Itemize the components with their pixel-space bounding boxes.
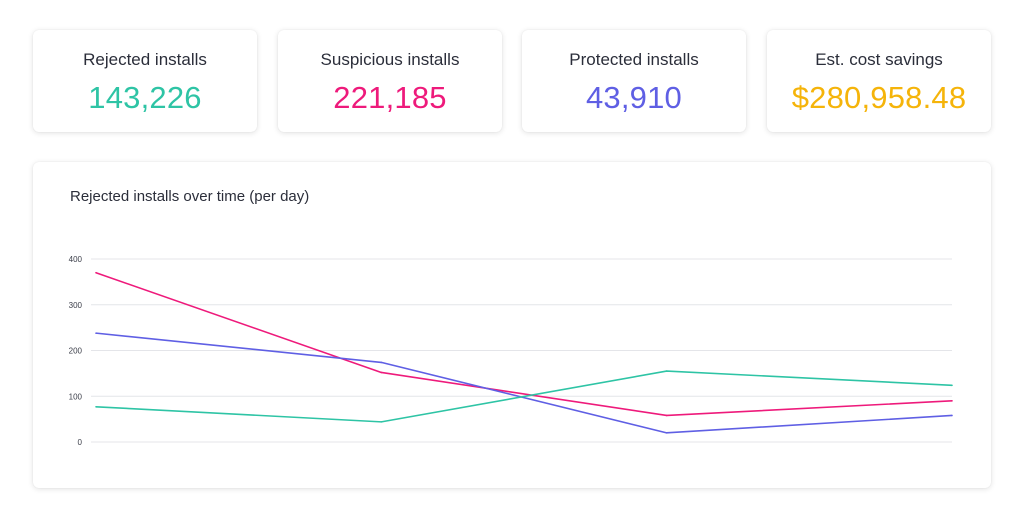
y-tick-label: 300 <box>69 301 83 310</box>
rejected-installs-label: Rejected installs <box>83 50 207 69</box>
y-tick-label: 100 <box>69 392 83 401</box>
data-point <box>95 271 97 274</box>
data-point <box>665 432 668 434</box>
rejected-installs-value: 143,226 <box>88 80 202 115</box>
suspicious-installs-label: Suspicious installs <box>320 50 460 69</box>
protected-installs-value: 43,910 <box>585 80 683 115</box>
y-tick-label: 0 <box>78 438 83 447</box>
series-line-rejected-installs <box>95 370 953 423</box>
rejected-installs-chart-card: Rejected installs over time (per day) 0 1… <box>33 162 991 488</box>
suspicious-installs-value: 221,185 <box>333 80 447 115</box>
line-chart: 0 100 200 300 400 <box>69 255 953 447</box>
data-point <box>380 371 383 374</box>
y-tick-label: 200 <box>69 347 83 356</box>
data-point <box>951 414 953 417</box>
cost-savings-value: $280,958.48 <box>791 80 967 115</box>
data-point <box>95 405 97 408</box>
data-point <box>95 332 97 334</box>
y-tick-label: 400 <box>69 255 83 264</box>
data-point <box>380 361 383 364</box>
rejected-installs-card: Rejected installs 143,226 <box>33 30 257 132</box>
chart-series <box>95 271 953 434</box>
y-axis-ticks: 0 100 200 300 400 <box>69 255 83 447</box>
cost-savings-card: Est. cost savings $280,958.48 <box>767 30 991 132</box>
data-point <box>380 421 383 423</box>
series-line-suspicious-installs <box>95 271 953 417</box>
data-point <box>665 414 668 417</box>
data-point <box>951 384 953 387</box>
chart-title: Rejected installs over time (per day) <box>70 188 310 205</box>
series-line-protected-installs <box>95 332 953 434</box>
cost-savings-label: Est. cost savings <box>815 50 943 69</box>
chart-gridlines <box>91 258 952 443</box>
protected-installs-label: Protected installs <box>569 50 699 69</box>
data-point <box>951 400 953 402</box>
suspicious-installs-card: Suspicious installs 221,185 <box>278 30 502 132</box>
data-point <box>665 370 668 372</box>
protected-installs-card: Protected installs 43,910 <box>522 30 746 132</box>
